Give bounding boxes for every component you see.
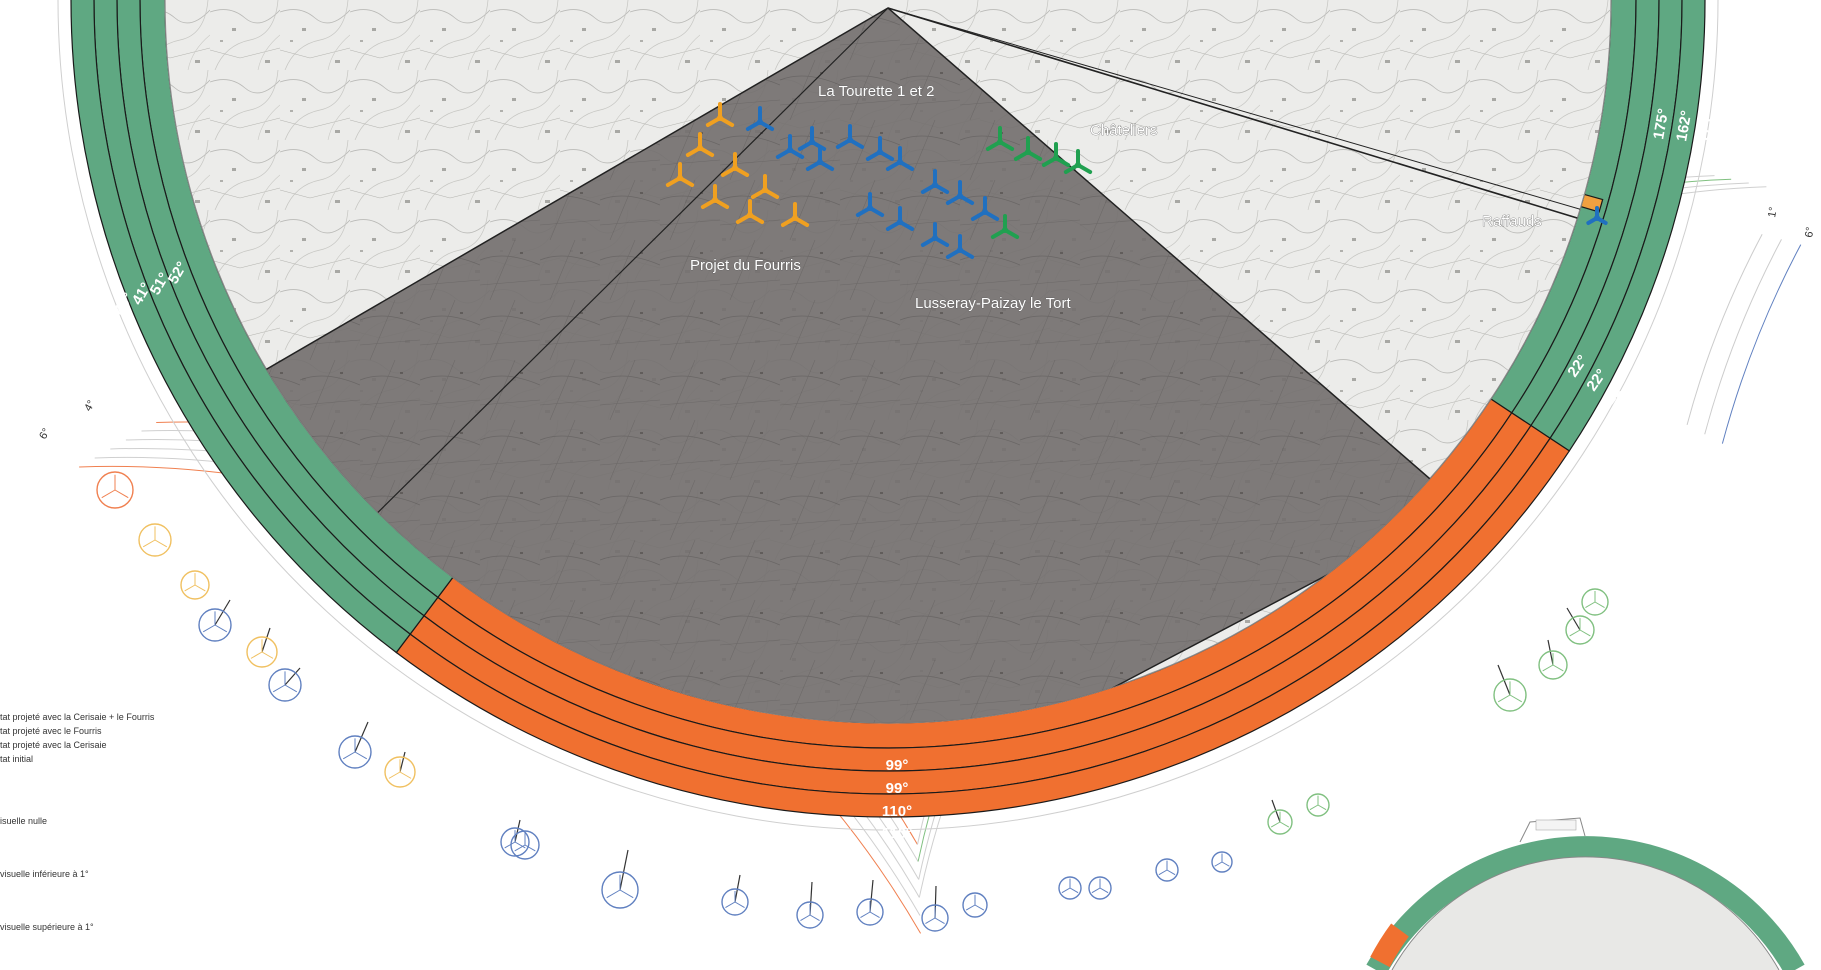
right-top-label-2: 162° [1673,109,1695,143]
right-top-label-4: 162° [1719,113,1741,147]
legend-item-6: visuelle inférieure à 1° [0,869,89,879]
label-raffauds: Raffauds [1482,213,1542,230]
orange-band-labels: 99° 99° 110° 110° [882,757,912,842]
label-chateliers: Châteliers [1090,122,1158,139]
legend-item-7: visuelle supérieure à 1° [0,922,94,932]
legend-item-2: tat projeté avec le Fourris [0,726,102,736]
legend-item-3: tat projeté avec la Cerisaie [0,740,107,750]
legend-item-4: tat initial [0,754,34,764]
right-side-deg: 1° [1766,206,1780,218]
label-projet-fourris: Projet du Fourris [690,257,801,274]
label-lusseray: Lusseray-Paizay le Tort [915,295,1071,312]
right-top-label-1: 175° [1650,107,1672,141]
right-green-top-labels: 175° 162° 175° 162° [1650,107,1741,147]
orange-label-1: 99° [886,757,909,774]
side-arcs [1686,233,1802,444]
legend-item-1: tat projeté avec la Cerisaie + le Fourri… [0,712,155,722]
ring-turbine-symbols [96,471,1609,932]
orange-label-4: 110° [882,825,912,842]
map-turbines [665,102,1608,259]
label-la-tourette: La Tourette 1 et 2 [818,83,934,100]
right-bottom-label-4: 22° [1619,392,1646,420]
place-labels: La Tourette 1 et 2 Châteliers Raffauds P… [690,83,1542,313]
left-side-deg: 6° [37,426,53,441]
inset-map [1366,817,1805,970]
legend-item-5: isuelle nulle [0,816,48,826]
right-top-label-3: 175° [1696,111,1718,145]
visibility-sector [248,8,1460,723]
orange-label-2: 99° [886,780,909,797]
orange-label-3: 110° [882,803,912,820]
left-side-deg2: 4° [82,398,98,413]
right-small-label: 1° [1685,237,1699,250]
right-side-deg2: 6° [1803,226,1817,238]
map-disk [164,0,1612,724]
